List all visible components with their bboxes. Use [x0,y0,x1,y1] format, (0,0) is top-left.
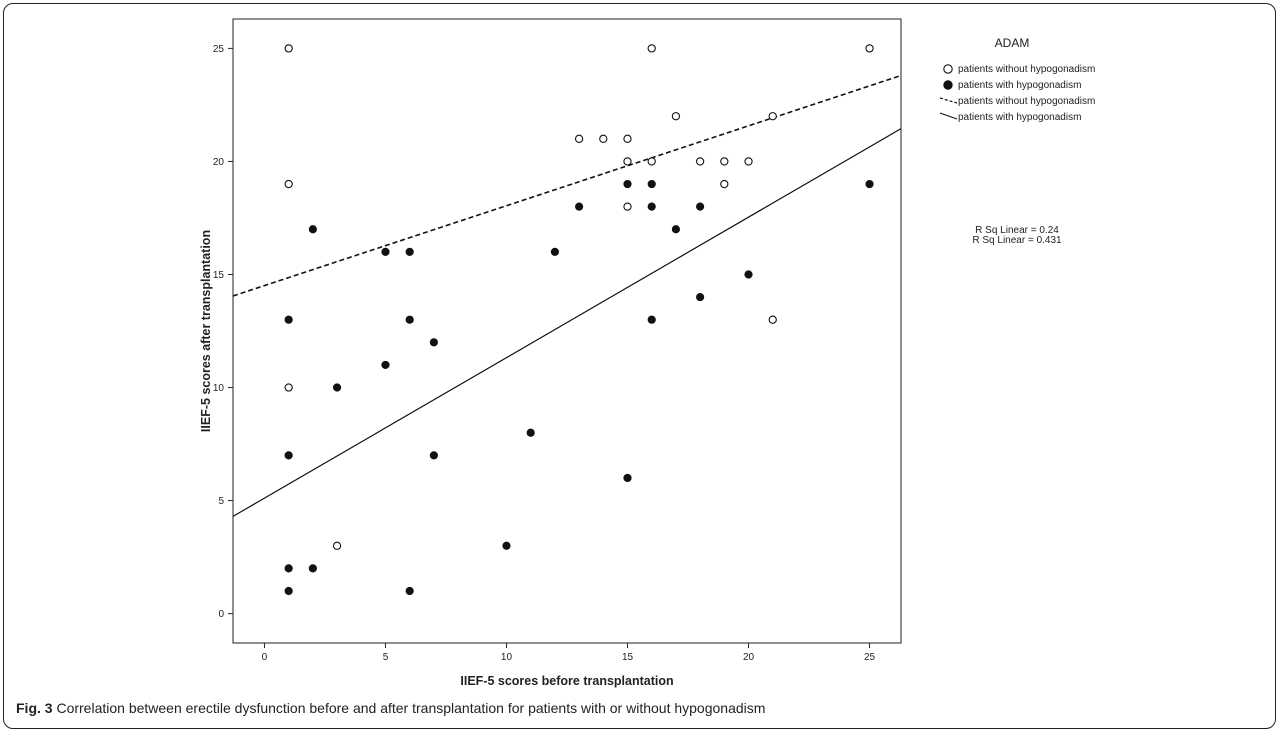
point-filled [429,451,438,460]
point-filled [284,315,293,324]
point-open [623,157,632,166]
point-open [744,157,753,166]
point-open [623,202,632,211]
fit-line-solid [232,128,902,517]
point-open [647,157,656,166]
r-squared-annotation-2: R Sq Linear = 0.431 [972,235,1062,246]
point-filled [381,360,390,370]
point-filled [671,225,681,234]
point-filled [284,586,293,596]
point-filled [623,179,632,189]
point-filled [696,292,705,302]
point-open [623,134,632,143]
point-open [768,112,777,121]
point-open [574,134,584,143]
legend-label-dashed: patients without hypogonadism [958,96,1095,107]
point-open [284,44,293,53]
point-filled [405,586,414,596]
legend-title: ADAM [995,36,1030,50]
legend-label-filled: patients with hypogonadism [958,80,1081,91]
point-filled [647,202,656,211]
point-filled [405,247,414,256]
x-tick-label: 5 [383,652,389,663]
x-tick-label: 20 [743,652,755,663]
figure-frame [3,3,1276,729]
x-tick-label: 10 [501,652,513,663]
point-filled [744,270,753,279]
point-filled [575,202,584,211]
figure-caption: Fig. 3 Correlation between erectile dysf… [16,700,765,716]
legend: ADAM patients without hypogonadism patie… [939,36,1095,123]
point-open [284,179,293,189]
y-tick-label: 5 [218,496,224,507]
legend-dashed-line [939,97,958,104]
legend-label-open: patients without hypogonadism [958,64,1095,75]
caption-label: Fig. 3 [16,700,53,716]
point-filled [284,564,293,573]
x-tick-label: 0 [262,652,268,663]
point-filled [308,225,317,234]
point-filled [284,451,293,460]
y-tick-label: 10 [213,383,225,394]
point-filled [429,338,438,347]
point-open [284,383,293,392]
scatter-chart: 0 5 10 15 20 25 0 5 10 15 20 25 IIEF-5 scores befo… [199,18,1095,688]
point-open [720,157,729,166]
point-filled [332,383,342,392]
point-open [865,44,874,53]
x-axis: 0 5 10 15 20 25 [262,643,876,663]
data-points [284,44,874,596]
y-axis-title: IIEF-5 scores after transplantation [199,230,213,432]
point-open [768,315,777,324]
point-filled [526,428,535,437]
point-filled [647,179,656,189]
plot-area [232,18,902,644]
y-tick-label: 15 [213,270,225,281]
point-filled [647,315,656,324]
legend-marker-filled [943,80,953,90]
point-filled [308,564,317,573]
point-open [671,112,681,121]
x-tick-label: 15 [622,652,634,663]
point-filled [550,247,559,256]
caption-text: Correlation between erectile dysfunction… [56,700,766,716]
x-axis-title: IIEF-5 scores before transplantation [460,674,673,688]
x-tick-label: 25 [864,652,876,663]
legend-marker-open [943,64,953,74]
y-axis: 0 5 10 15 20 25 [213,44,233,620]
y-tick-label: 20 [213,157,225,168]
point-filled [865,179,874,189]
point-filled [502,541,511,550]
fit-lines [232,74,902,517]
y-tick-label: 25 [213,44,225,55]
point-open [720,179,729,189]
y-tick-label: 0 [218,609,224,620]
point-open [647,44,656,53]
point-filled [623,473,632,483]
point-filled [405,315,414,324]
fit-line-dashed [232,74,902,297]
point-open [332,541,342,550]
point-open [599,134,608,143]
point-filled [381,247,390,256]
legend-label-solid: patients with hypogonadism [958,112,1081,123]
legend-solid-line [939,112,958,120]
point-open [695,157,705,166]
r-squared-annotation-1: R Sq Linear = 0.24 [975,225,1059,236]
point-filled [696,202,705,211]
